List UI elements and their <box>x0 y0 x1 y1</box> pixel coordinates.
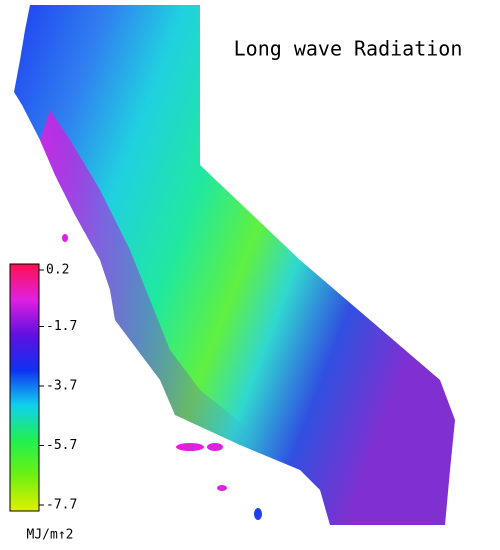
colorbar-tick-label: 0.2 <box>46 263 69 278</box>
state-shape <box>14 5 455 525</box>
colorbar-unit: MJ/m↑2 <box>27 528 74 543</box>
island <box>176 443 204 451</box>
island <box>254 508 262 520</box>
colorbar-tick-label: -7.7 <box>46 498 77 513</box>
colorbar-tick-label: -5.7 <box>46 438 77 453</box>
island <box>62 234 68 242</box>
colorbar <box>9 263 40 512</box>
island <box>217 485 227 491</box>
coastal-band <box>40 110 250 445</box>
island <box>207 443 223 451</box>
map-title: Long wave Radiation <box>234 37 463 61</box>
california-map <box>14 5 455 525</box>
colorbar-tick-label: -3.7 <box>46 379 77 394</box>
colorbar-tick-label: -1.7 <box>46 319 77 334</box>
